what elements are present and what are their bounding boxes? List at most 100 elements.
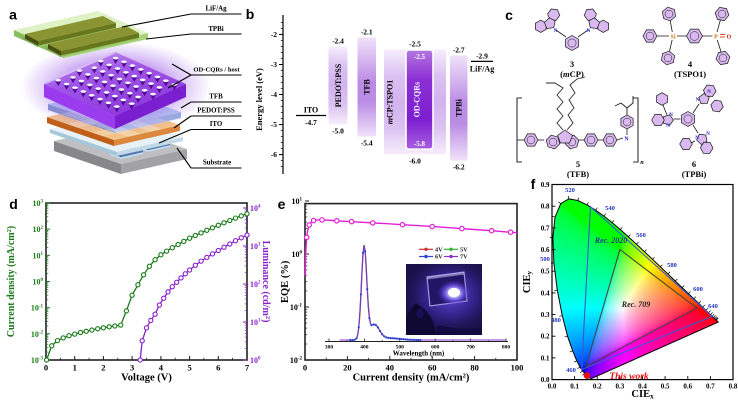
svg-text:0.3: 0.3: [616, 383, 625, 391]
svg-text:101: 101: [292, 197, 303, 206]
svg-text:TPBi: TPBi: [455, 98, 464, 117]
svg-text:b: b: [246, 6, 255, 22]
svg-text:0: 0: [303, 363, 307, 373]
svg-text:ITO: ITO: [210, 121, 223, 128]
svg-text:540: 540: [605, 205, 615, 212]
svg-text:5: 5: [187, 363, 191, 373]
svg-text:480: 480: [551, 317, 561, 324]
svg-text:0.0: 0.0: [548, 383, 557, 391]
svg-text:500: 500: [396, 345, 405, 351]
svg-text:100: 100: [33, 277, 44, 286]
svg-text:0.6: 0.6: [683, 383, 692, 391]
svg-text:EQE (%): EQE (%): [280, 260, 291, 303]
svg-text:6: 6: [692, 159, 696, 169]
svg-text:-4.7: -4.7: [305, 118, 317, 127]
svg-text:10-1: 10-1: [290, 303, 303, 312]
svg-text:PEDOT:PSS: PEDOT:PSS: [197, 108, 235, 115]
svg-text:0.7: 0.7: [541, 224, 550, 232]
svg-text:-2.5: -2.5: [409, 39, 421, 48]
svg-text:P: P: [714, 35, 718, 41]
svg-text:7V: 7V: [460, 254, 468, 261]
svg-text:800: 800: [502, 345, 511, 351]
svg-text:102: 102: [33, 225, 44, 234]
svg-text:6: 6: [216, 363, 220, 373]
svg-text:c: c: [505, 7, 513, 23]
svg-text:460: 460: [566, 367, 576, 374]
svg-text:(mCP): (mCP): [560, 69, 584, 79]
svg-text:TFB: TFB: [363, 79, 372, 95]
svg-text:0.5: 0.5: [541, 268, 550, 276]
svg-text:Current density (mA/cm2): Current density (mA/cm2): [6, 226, 17, 337]
svg-text:Luminance (cd/m2): Luminance (cd/m2): [260, 241, 271, 323]
svg-text:4V: 4V: [435, 246, 443, 253]
svg-text:Rec. 709: Rec. 709: [621, 300, 650, 309]
svg-text:a: a: [9, 7, 17, 23]
svg-text:-4: -4: [271, 90, 277, 99]
svg-text:40: 40: [386, 363, 395, 373]
svg-text:10-3: 10-3: [31, 356, 44, 365]
svg-text:0.0: 0.0: [541, 376, 550, 384]
svg-text:LiF/Ag: LiF/Ag: [470, 64, 494, 73]
svg-text:N: N: [666, 124, 670, 129]
svg-text:101: 101: [33, 251, 44, 260]
svg-text:N: N: [706, 132, 710, 137]
svg-text:0.3: 0.3: [541, 311, 550, 319]
svg-text:640: 640: [708, 303, 718, 310]
svg-text:OD-CQRs / host: OD-CQRs / host: [193, 67, 240, 74]
svg-text:N: N: [669, 113, 673, 118]
svg-text:-5: -5: [271, 120, 277, 129]
svg-text:-2.7: -2.7: [453, 45, 465, 54]
svg-text:6V: 6V: [435, 254, 443, 261]
svg-text:0.6: 0.6: [541, 246, 550, 254]
svg-text:0.1: 0.1: [570, 383, 579, 391]
svg-text:0.9: 0.9: [541, 181, 550, 189]
svg-text:O: O: [727, 35, 732, 41]
svg-text:OD-CQRs: OD-CQRs: [413, 82, 422, 118]
svg-text:580: 580: [667, 262, 677, 269]
svg-text:1: 1: [73, 363, 77, 373]
svg-text:-5.8: -5.8: [414, 140, 426, 148]
svg-text:102: 102: [250, 280, 261, 289]
svg-text:520: 520: [565, 187, 575, 194]
svg-text:CIEy: CIEy: [522, 270, 534, 293]
svg-text:PEDOT:PSS: PEDOT:PSS: [334, 63, 343, 107]
svg-text:Substrate: Substrate: [203, 160, 231, 167]
svg-text:Wavelength (nm): Wavelength (nm): [393, 349, 445, 357]
svg-text:104: 104: [250, 204, 261, 213]
svg-text:0.5: 0.5: [661, 383, 670, 391]
svg-text:103: 103: [250, 242, 261, 251]
svg-text:-2.1: -2.1: [361, 27, 373, 36]
svg-text:e: e: [278, 196, 286, 212]
svg-text:5: 5: [576, 159, 580, 169]
svg-text:7: 7: [245, 363, 250, 373]
svg-text:0.8: 0.8: [541, 203, 550, 211]
svg-text:-2.4: -2.4: [332, 36, 344, 45]
svg-text:4: 4: [688, 59, 693, 69]
svg-text:(TFB): (TFB): [567, 169, 589, 179]
svg-text:-5.0: -5.0: [332, 127, 344, 136]
svg-text:ITO: ITO: [304, 106, 319, 115]
svg-text:-3: -3: [271, 60, 277, 69]
svg-text:10-2: 10-2: [290, 356, 303, 365]
svg-text:3: 3: [130, 363, 134, 373]
svg-text:Si: Si: [670, 35, 675, 41]
svg-text:N: N: [707, 90, 711, 95]
svg-text:N: N: [624, 137, 629, 143]
svg-text:CIEx: CIEx: [631, 389, 654, 401]
svg-text:-2.9: -2.9: [476, 51, 488, 60]
svg-text:0.2: 0.2: [593, 383, 602, 391]
svg-text:103: 103: [33, 199, 44, 208]
svg-text:10-1: 10-1: [31, 304, 44, 313]
svg-text:60: 60: [428, 363, 437, 373]
svg-text:0.7: 0.7: [706, 383, 715, 391]
svg-text:N: N: [696, 98, 700, 103]
svg-text:400: 400: [360, 345, 369, 351]
svg-text:560: 560: [636, 232, 646, 239]
svg-text:2: 2: [101, 363, 105, 373]
svg-text:n: n: [640, 160, 644, 166]
svg-text:Current density (mA/cm2): Current density (mA/cm2): [353, 373, 470, 384]
svg-text:0: 0: [44, 363, 48, 373]
svg-text:600: 600: [431, 345, 440, 351]
svg-text:0.4: 0.4: [638, 383, 647, 391]
svg-text:TFB: TFB: [209, 94, 223, 101]
